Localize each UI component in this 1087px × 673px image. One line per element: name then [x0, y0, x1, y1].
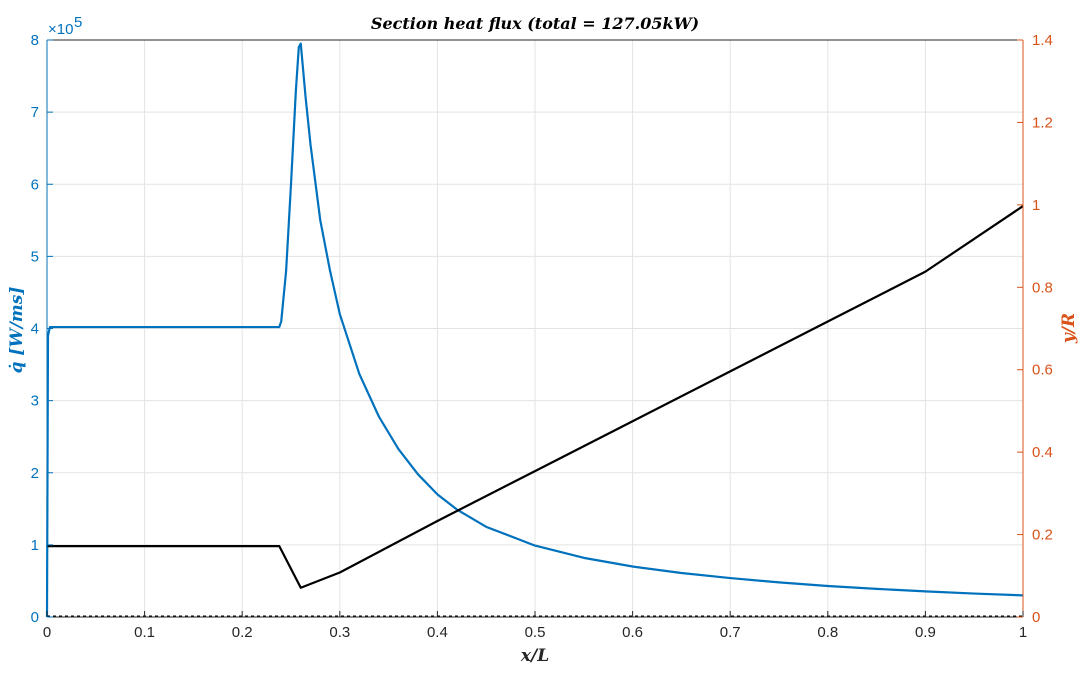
x-tick-label: 0.4 [427, 624, 448, 641]
x-tick-label: 0.8 [817, 624, 838, 641]
x-axis-label: x/L [520, 646, 549, 666]
y-right-tick-label: 0.2 [1032, 527, 1053, 544]
y-left-tick-label: 6 [31, 176, 39, 193]
y-right-tick-label: 1 [1032, 197, 1040, 214]
x-tick-label: 0.9 [915, 624, 936, 641]
x-tick-label: 0.5 [525, 624, 546, 641]
y-right-tick-label: 0.6 [1032, 362, 1053, 379]
tick-labels: 0 0.1 0.2 0.3 0.4 0.5 0.6 0.7 0.8 0.9 101234567800… [31, 32, 1053, 641]
left-exponent-power: 5 [74, 14, 82, 31]
right-y-axis-label: y/R [1059, 313, 1079, 344]
y-left-tick-label: 1 [31, 537, 39, 554]
y-right-tick-label: 1.2 [1032, 114, 1053, 131]
y-left-tick-label: 3 [31, 393, 39, 410]
y-left-tick-label: 4 [31, 321, 39, 338]
y-right-tick-label: 1.4 [1032, 32, 1053, 49]
y-right-tick-label: 0.4 [1032, 444, 1053, 461]
x-tick-label: 0.3 [329, 624, 350, 641]
x-tick-label: 0.2 [232, 624, 253, 641]
heat-flux-line [45, 42, 1024, 618]
x-tick-label: 0.1 [134, 624, 155, 641]
contour-line [47, 205, 1024, 589]
x-tick-label: 0.7 [720, 624, 741, 641]
y-left-tick-label: 7 [31, 104, 39, 121]
left-y-axis-label: q̇ [W/ms] [7, 287, 27, 374]
y-right-tick-label: 0.8 [1032, 279, 1053, 296]
x-tick-label: 0.6 [622, 624, 643, 641]
y-left-tick-label: 2 [31, 465, 39, 482]
y-left-tick-label: 8 [31, 32, 39, 49]
y-left-tick-label: 0 [31, 609, 39, 626]
y-left-tick-label: 5 [31, 248, 39, 265]
x-tick-label: 1 [1019, 624, 1027, 641]
tick-marks [46, 39, 1024, 618]
left-exponent-label: ×10 [48, 21, 73, 38]
y-right-tick-label: 0 [1032, 609, 1040, 626]
x-tick-label: 0 [43, 624, 51, 641]
chart-title: Section heat flux (total = 127.05kW) [371, 14, 699, 33]
